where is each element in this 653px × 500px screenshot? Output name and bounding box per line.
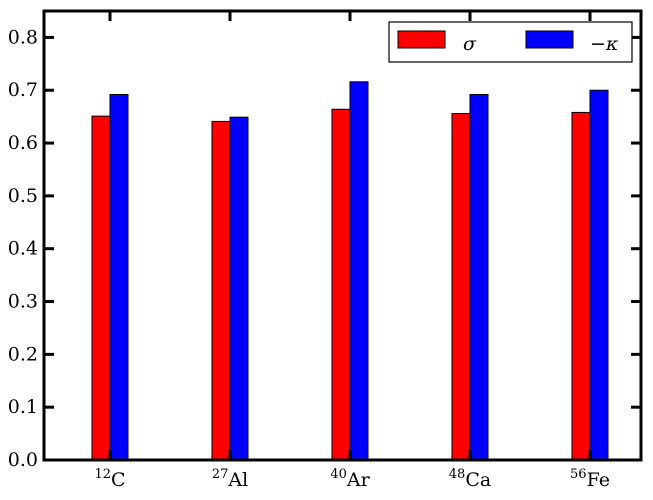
x-tick-label-mass: 27 xyxy=(212,467,229,482)
x-tick-label-symbol: Ca xyxy=(465,469,491,491)
y-tick-label: 0.3 xyxy=(8,291,38,313)
x-tick-label-symbol: Ar xyxy=(346,469,371,491)
x-tick-label: 27Al xyxy=(212,467,248,491)
legend-swatch-sigma xyxy=(397,30,446,49)
legend-label-sigma: σ xyxy=(463,33,477,55)
legend-swatch-minus-kappa xyxy=(525,30,574,49)
plot-frame xyxy=(42,9,643,462)
x-tick-label: 40Ar xyxy=(330,467,370,491)
y-tick-label: 0.1 xyxy=(8,396,38,418)
x-tick-label-symbol: C xyxy=(111,469,126,491)
bar-sigma-ca xyxy=(451,112,471,461)
bar-minus-kappa-c xyxy=(109,93,129,461)
bars-layer xyxy=(91,81,609,461)
bar-sigma-al xyxy=(211,120,231,461)
x-tick-label: 56Fe xyxy=(570,467,610,491)
bar-sigma-c xyxy=(91,115,111,461)
x-tick-label-mass: 48 xyxy=(449,467,466,482)
bar-minus-kappa-ca xyxy=(469,93,489,461)
x-tick-label-symbol: Al xyxy=(227,469,248,491)
bar-sigma-ar xyxy=(331,108,351,461)
y-tick-label: 0.6 xyxy=(8,132,38,154)
bar-sigma-fe xyxy=(571,111,591,461)
x-tick-label-mass: 12 xyxy=(94,467,111,482)
y-tick-label: 0.5 xyxy=(8,185,38,207)
bar-minus-kappa-al xyxy=(229,116,249,461)
y-tick-label: 0.7 xyxy=(8,79,38,101)
y-tick-label: 0.2 xyxy=(8,343,38,365)
bar-minus-kappa-ar xyxy=(349,81,369,461)
x-tick-label: 48Ca xyxy=(449,467,491,491)
legend: σ −κ xyxy=(388,21,633,63)
legend-label-minus-kappa: −κ xyxy=(590,33,619,55)
y-tick-label: 0.0 xyxy=(8,449,38,471)
x-tick-label-mass: 40 xyxy=(330,467,347,482)
y-tick-label: 0.8 xyxy=(8,26,38,48)
x-tick-label-symbol: Fe xyxy=(587,469,610,491)
ticks-layer: 0.0 0.1 0.2 0.3 0.4 0.5 0.6 0.7 0.8 12C 27Al 40Ar 48… xyxy=(8,11,641,491)
x-tick-label-mass: 56 xyxy=(570,467,587,482)
x-tick-label: 12C xyxy=(94,467,125,491)
y-tick-label: 0.4 xyxy=(8,238,38,260)
bar-minus-kappa-fe xyxy=(589,89,609,461)
